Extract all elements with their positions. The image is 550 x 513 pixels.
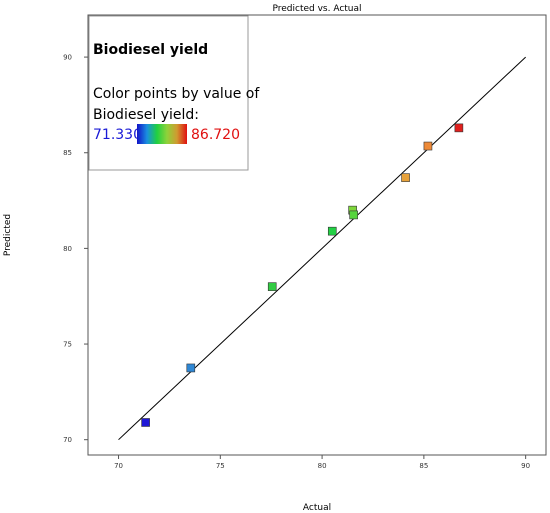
chart-title: Predicted vs. Actual [272,4,361,14]
data-point [327,226,337,236]
y-tick-label: 85 [63,149,72,157]
x-tick-label: 70 [114,462,123,470]
data-point [186,363,196,373]
plot-frame [87,14,547,456]
axis-ticks: 70 75 80 85 90 70 75 80 85 90 [63,54,530,470]
legend-gradient-bar [137,124,187,144]
x-axis-title: Actual [303,503,331,513]
legend: Biodiesel yield Color points by value of… [88,15,260,171]
y-tick-label: 70 [63,436,72,444]
x-tick-label: 90 [521,462,530,470]
legend-line2: Biodiesel yield: [93,107,199,123]
legend-max-label: 86.720 [191,127,240,143]
legend-box [88,15,249,171]
data-point [349,210,358,220]
x-tick-label: 85 [419,462,428,470]
x-tick-label: 80 [318,462,327,470]
y-tick-label: 75 [63,341,72,349]
y-axis-title: Predicted [3,214,13,256]
reference-line [118,56,526,441]
y-tick-label: 80 [63,245,72,253]
data-point [401,173,410,182]
legend-line1: Color points by value of [93,86,260,102]
data-point [423,141,433,151]
data-point [141,418,150,427]
legend-title: Biodiesel yield [93,42,208,58]
x-tick-label: 75 [216,462,225,470]
data-points [141,123,464,427]
y-tick-label: 90 [63,54,72,62]
legend-min-label: 71.330 [93,127,142,143]
data-point [454,123,464,133]
data-point [267,282,277,291]
